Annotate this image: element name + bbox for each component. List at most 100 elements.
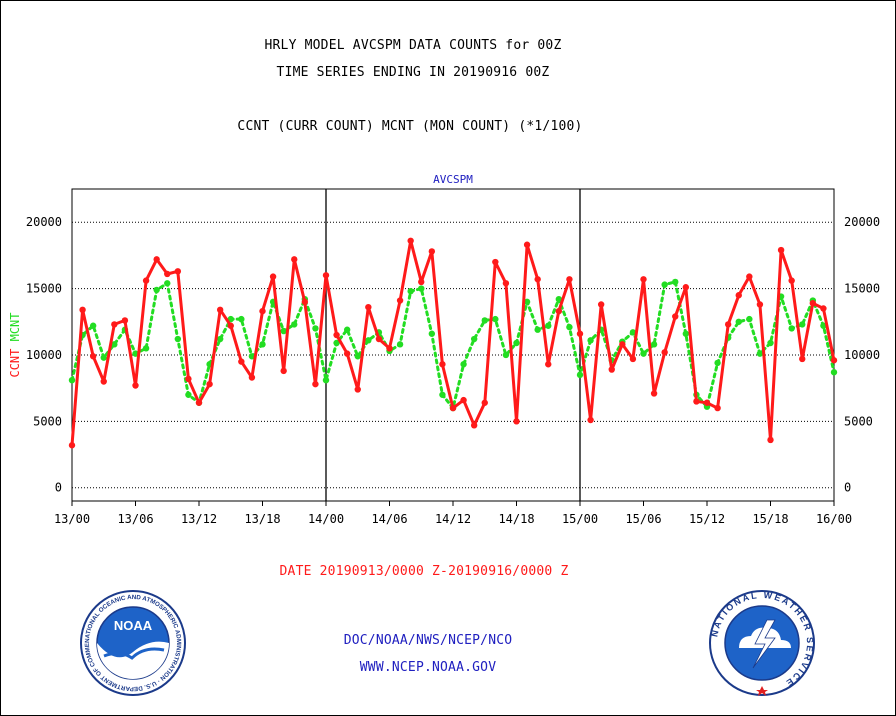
data-point-mcnt [820, 322, 827, 329]
data-point-ccnt [714, 404, 721, 412]
data-point-ccnt [682, 284, 690, 291]
y-tick-label-left: 20000 [26, 215, 62, 229]
y-tick-label-right: 20000 [844, 215, 880, 229]
data-point-ccnt [132, 382, 139, 389]
data-point-ccnt [185, 375, 192, 383]
data-point-ccnt [661, 349, 668, 356]
data-point-mcnt [661, 281, 668, 288]
data-point-ccnt [746, 273, 753, 280]
data-point-ccnt [142, 277, 150, 284]
data-point-mcnt [566, 323, 573, 331]
data-point-mcnt [216, 335, 224, 343]
x-tick-label: 13/18 [244, 512, 280, 526]
data-point-mcnt [333, 339, 340, 347]
data-point-ccnt [121, 317, 129, 324]
data-point-mcnt [714, 359, 721, 367]
data-point-mcnt [111, 341, 118, 348]
data-point-ccnt [502, 280, 510, 287]
data-point-ccnt [375, 335, 383, 343]
data-point-ccnt [809, 299, 817, 307]
x-tick-label: 15/18 [752, 512, 788, 526]
x-tick-label: 15/00 [562, 512, 598, 526]
data-point-ccnt [174, 268, 182, 275]
data-point-mcnt [640, 350, 647, 357]
data-point-ccnt [640, 276, 647, 283]
y-tick-label-right: 5000 [844, 414, 873, 428]
data-point-ccnt [587, 416, 594, 424]
data-point-mcnt [238, 315, 245, 323]
data-point-ccnt [418, 278, 425, 286]
y-axis-label-mcnt: MCNT [8, 312, 22, 341]
data-point-mcnt [470, 335, 478, 343]
data-point-ccnt [693, 398, 700, 405]
x-tick-label: 14/18 [498, 512, 534, 526]
data-point-ccnt [396, 297, 404, 304]
data-point-mcnt [492, 315, 499, 323]
data-point-ccnt [269, 273, 277, 280]
grid-layer [72, 221, 834, 489]
data-point-mcnt [545, 322, 552, 329]
data-point-ccnt [492, 258, 499, 266]
y-tick-label-left: 0 [55, 481, 62, 495]
chart-subtitle: CCNT (CURR COUNT) MCNT (MON COUNT) (*1/1… [237, 119, 583, 134]
data-point-mcnt [428, 330, 436, 337]
data-point-mcnt [767, 339, 774, 347]
data-point-mcnt [396, 341, 404, 348]
data-point-ccnt [386, 345, 393, 352]
data-point-ccnt [566, 276, 573, 283]
data-point-mcnt [735, 318, 742, 325]
data-point-ccnt [238, 358, 245, 365]
noaa-logo-text: NOAA [114, 618, 153, 633]
data-point-mcnt [291, 321, 298, 328]
data-point-ccnt [206, 380, 213, 388]
data-point-mcnt [502, 351, 510, 359]
data-point-mcnt [259, 341, 266, 348]
data-point-ccnt [365, 303, 372, 311]
nws-logo-icon: NATIONAL WEATHER SERVICE [709, 590, 815, 696]
data-point-mcnt [523, 298, 531, 306]
data-point-mcnt [322, 376, 330, 384]
data-point-ccnt [100, 378, 107, 385]
data-point-mcnt [365, 337, 372, 344]
y-tick-label-right: 10000 [844, 348, 880, 362]
data-point-mcnt [746, 315, 753, 323]
x-tick-label: 14/06 [371, 512, 407, 526]
data-point-mcnt [164, 280, 171, 287]
data-point-ccnt [428, 248, 436, 255]
data-point-mcnt [629, 329, 637, 336]
data-point-ccnt [460, 396, 467, 404]
data-point-ccnt [89, 353, 97, 360]
data-point-ccnt [534, 276, 541, 283]
data-point-mcnt [788, 325, 795, 332]
data-point-mcnt [672, 278, 679, 286]
data-point-ccnt [449, 404, 457, 412]
data-point-ccnt [513, 418, 520, 425]
series-line-ccnt [70, 239, 836, 447]
data-point-ccnt [301, 298, 309, 306]
data-point-mcnt [576, 371, 584, 379]
data-point-ccnt [68, 442, 76, 449]
x-tick-label: 15/06 [625, 512, 661, 526]
data-point-mcnt [534, 326, 541, 333]
data-point-ccnt [672, 313, 679, 320]
data-point-ccnt [164, 270, 171, 278]
data-point-ccnt [259, 307, 266, 315]
data-point-ccnt [343, 350, 351, 357]
data-point-ccnt [830, 357, 838, 364]
data-point-ccnt [79, 306, 86, 314]
data-point-ccnt [735, 292, 742, 299]
data-point-mcnt [682, 330, 690, 337]
label-layer: 0 0 5000 5000 10000 10000 15000 15000 20000 20000… [8, 173, 880, 526]
data-point-mcnt [418, 285, 425, 292]
data-point-ccnt [227, 322, 234, 329]
footer-website: WWW.NCEP.NOAA.GOV [359, 660, 497, 675]
data-point-mcnt [555, 295, 563, 303]
y-axis-label: CCNT MCNT [8, 312, 22, 377]
data-point-ccnt [576, 330, 584, 337]
y-tick-label-right: 0 [844, 481, 851, 495]
data-point-mcnt [513, 339, 520, 347]
data-point-ccnt [354, 386, 361, 393]
data-point-mcnt [756, 350, 764, 357]
y-tick-label-right: 15000 [844, 282, 880, 296]
